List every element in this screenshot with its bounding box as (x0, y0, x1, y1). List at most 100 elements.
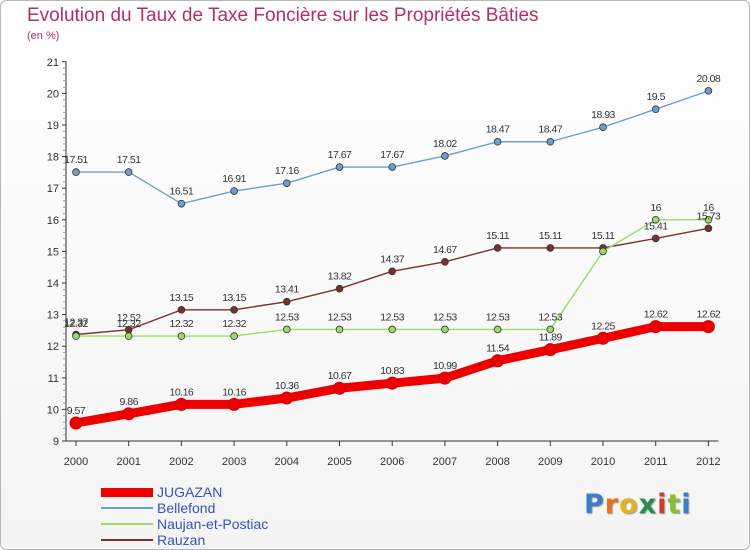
data-label: 12.32 (64, 318, 88, 330)
y-minor-tick (63, 276, 65, 278)
y-tick-label: 10 (47, 404, 59, 416)
data-label: 13.82 (328, 271, 352, 283)
legend-label: Rauzan (157, 532, 206, 548)
data-point (230, 187, 238, 195)
data-label: 9.86 (119, 396, 138, 408)
data-point (599, 123, 607, 132)
data-point (227, 397, 241, 411)
legend-swatch (101, 523, 153, 525)
data-label: 16.91 (222, 173, 246, 185)
y-tick-label: 11 (48, 373, 59, 385)
data-point (282, 297, 291, 306)
y-minor-tick (63, 263, 65, 265)
data-label: 12.62 (697, 309, 721, 321)
data-point (333, 381, 346, 395)
data-point (441, 325, 449, 334)
y-minor-tick (63, 307, 65, 309)
data-label: 12.32 (222, 318, 246, 330)
y-minor-tick (63, 332, 65, 335)
y-minor-tick (63, 168, 65, 170)
y-tick-label: 13 (47, 310, 59, 322)
x-tick-label: 2005 (327, 456, 351, 468)
y-minor-tick (63, 130, 65, 132)
data-label: 12.32 (117, 318, 141, 330)
y-minor-tick (63, 212, 65, 215)
y-minor-tick (63, 143, 65, 145)
data-label: 15.73 (697, 210, 721, 222)
y-tick-label: 15 (47, 246, 59, 258)
x-tick-label: 2007 (433, 456, 457, 468)
y-minor-tick (63, 288, 65, 290)
data-label: 14.67 (433, 244, 457, 256)
data-label: 12.37 (64, 317, 88, 329)
data-point (69, 416, 83, 430)
data-label: 12.53 (380, 311, 404, 323)
y-tick-label: 12 (47, 341, 59, 353)
legend-swatch (101, 507, 153, 509)
y-tick-label: 21 (47, 57, 59, 69)
y-minor-tick (63, 149, 65, 151)
data-point (388, 267, 397, 276)
data-point (230, 306, 238, 314)
logo-letter: o (619, 489, 639, 520)
data-label: 12.32 (170, 318, 194, 330)
y-minor-tick (63, 231, 65, 234)
y-minor-tick (63, 238, 65, 240)
data-label: 10.67 (328, 370, 352, 382)
data-label: 15.11 (539, 230, 563, 242)
data-label: 16 (703, 202, 714, 214)
y-minor-tick (63, 206, 65, 208)
y-minor-tick (63, 415, 65, 417)
y-minor-tick (63, 427, 65, 429)
data-point (177, 332, 186, 340)
data-point (651, 234, 660, 243)
data-label: 16.51 (170, 186, 194, 198)
data-label: 10.16 (222, 386, 246, 398)
legend-swatch (101, 487, 153, 497)
data-point (122, 407, 136, 421)
legend-label: Naujan-et-Postiac (157, 516, 269, 532)
data-point (599, 247, 607, 256)
data-point (385, 376, 399, 390)
data-label: 12.53 (275, 311, 299, 323)
logo-letter: i (681, 489, 692, 520)
data-label: 12.53 (538, 311, 562, 323)
data-label: 13.15 (170, 292, 194, 304)
x-tick-label: 2002 (169, 456, 193, 468)
y-minor-tick (63, 86, 65, 88)
data-point (174, 397, 188, 411)
y-minor-tick (63, 383, 65, 385)
data-label: 12.53 (433, 311, 457, 323)
y-minor-tick (63, 73, 65, 76)
legend-label: Bellefond (157, 500, 216, 516)
data-point (177, 199, 186, 208)
data-point (438, 371, 452, 385)
y-tick-label: 20 (47, 88, 59, 100)
data-point (596, 331, 610, 345)
data-point (441, 258, 449, 266)
data-label: 12.52 (117, 312, 141, 324)
y-minor-tick (63, 396, 65, 398)
data-point (493, 244, 502, 252)
y-minor-tick (63, 269, 65, 271)
data-point (72, 168, 80, 176)
y-minor-tick (63, 67, 65, 69)
y-tick-label: 17 (47, 183, 59, 195)
y-minor-tick (63, 174, 65, 177)
y-minor-tick (63, 421, 65, 423)
data-label: 17.67 (380, 149, 404, 161)
legend-label: JUGAZAN (157, 484, 223, 500)
data-point (388, 325, 397, 334)
data-label: 17.16 (275, 165, 299, 177)
data-point (701, 320, 715, 334)
data-label: 18.47 (538, 124, 562, 136)
data-label: 15.11 (486, 230, 510, 242)
x-tick-label: 2001 (116, 456, 140, 468)
y-minor-tick (63, 389, 65, 392)
data-label: 10.36 (275, 380, 299, 392)
y-minor-tick (63, 225, 65, 227)
data-point (704, 216, 713, 224)
data-label: 13.15 (222, 292, 246, 304)
x-tick-label: 2011 (644, 456, 668, 468)
